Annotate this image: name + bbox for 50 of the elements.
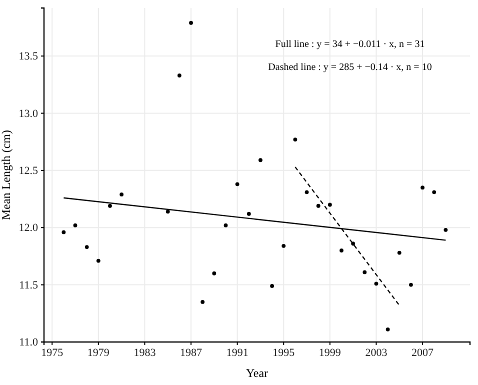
point [316, 204, 320, 208]
point [432, 190, 436, 194]
x-tick-label: 1983 [134, 346, 156, 359]
point [120, 192, 124, 196]
point [84, 245, 89, 250]
point [293, 138, 298, 142]
x-tick-label: 1987 [180, 346, 203, 359]
point [258, 158, 262, 162]
point [270, 284, 274, 288]
point [420, 186, 424, 190]
point [328, 202, 332, 207]
x-tick-label: 2007 [412, 346, 434, 359]
point [397, 250, 402, 255]
point [386, 327, 390, 332]
point [62, 230, 66, 234]
point [304, 190, 309, 194]
point [409, 282, 413, 287]
y-tick-label: 13.0 [18, 108, 38, 120]
y-tick-label: 13.5 [18, 50, 38, 63]
x-tick-label: 1995 [272, 346, 296, 359]
point [444, 228, 448, 232]
point [224, 223, 228, 228]
y-tick-label: 11.0 [19, 336, 38, 349]
annotation: Full line : y = 34 + −0.011 · x, n = 31 [275, 39, 425, 50]
point [362, 270, 367, 274]
y-axis-title: Mean Length (cm) [0, 130, 13, 220]
x-axis-title: Year [246, 366, 268, 380]
y-tick-label: 11.5 [19, 279, 38, 292]
point [246, 212, 251, 216]
point [166, 210, 170, 214]
point [200, 300, 205, 304]
point [351, 242, 356, 246]
x-tick-label: 2003 [365, 346, 388, 359]
annotation: Dashed line : y = 285 + −0.14 · x, n = 10 [268, 62, 432, 73]
point [96, 258, 100, 263]
x-tick-label: 1979 [87, 346, 110, 359]
point [73, 223, 78, 228]
x-tick-label: 1991 [226, 346, 248, 359]
point [374, 282, 378, 286]
x-tick-label: 1975 [41, 346, 64, 359]
y-tick-label: 12.5 [18, 164, 38, 177]
x-tick-label: 1999 [318, 346, 342, 359]
point [108, 204, 112, 208]
point [282, 244, 286, 248]
point [189, 20, 193, 25]
y-tick-label: 12.0 [18, 222, 38, 234]
point [235, 182, 240, 186]
point [212, 271, 216, 276]
point [177, 74, 182, 78]
point [340, 248, 344, 252]
